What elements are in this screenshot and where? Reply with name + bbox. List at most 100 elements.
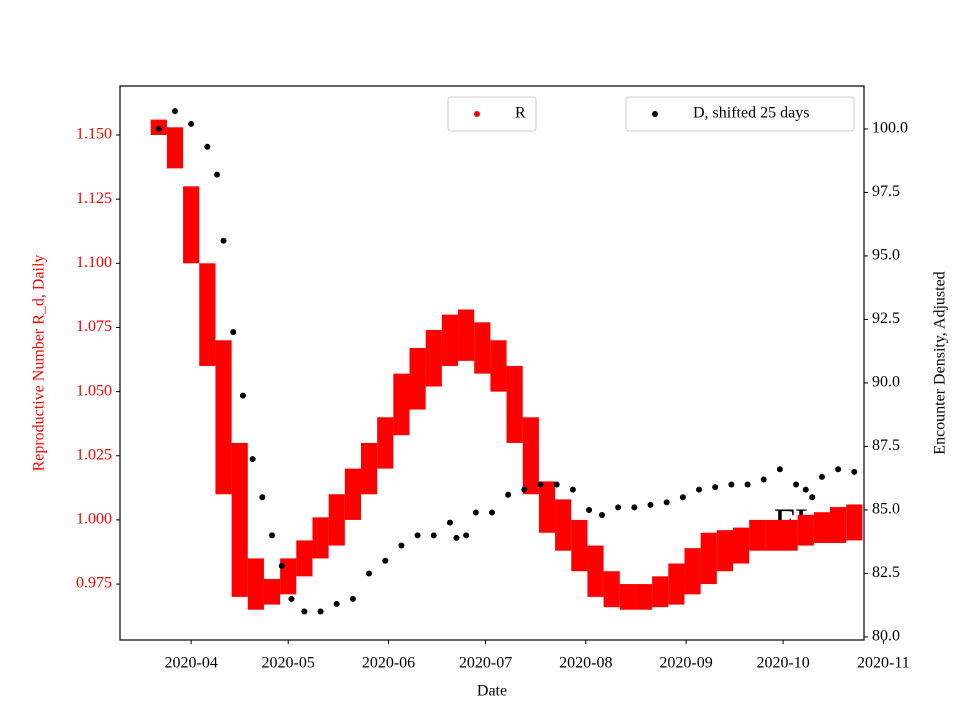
error-bar [538,481,556,533]
data-point [818,473,825,480]
x-tick-label: 2020-04 [165,655,218,672]
error-bar [797,514,814,546]
legend-box [625,96,855,132]
data-point [663,499,670,506]
data-point [204,143,211,150]
plot-frame [119,85,865,641]
legend-marker [652,111,658,117]
data-point [463,532,470,539]
data-point [598,512,605,519]
error-bar [716,530,733,572]
y2-tick-label: 100.0 [872,120,908,137]
error-bar [458,309,475,361]
data-point [553,481,560,488]
error-bar [749,519,766,551]
data-point [288,595,295,602]
error-bar [522,417,539,495]
error-bar [393,373,410,436]
data-point [505,491,512,498]
data-point [631,504,638,511]
legend-label: D, shifted 25 days [693,105,809,122]
x-tick-label: 2020-08 [559,655,612,672]
data-point [521,486,528,493]
y2-tick-label: 87.5 [872,437,900,454]
error-bar [684,548,701,595]
y-tick-label: 1.025 [76,446,112,463]
data-point [809,494,816,501]
data-point [349,595,356,602]
y-tick-label: 1.125 [76,190,112,207]
data-point [239,392,246,399]
y2-tick-label: 80.0 [872,628,900,645]
error-bar [603,571,620,608]
data-point [301,608,308,615]
x-tick-label: 2020-10 [756,655,809,672]
error-bar [700,532,717,585]
data-point [472,509,479,516]
x-tick-label: 2020-05 [262,655,315,672]
error-bar [441,314,459,366]
error-bar [571,519,588,572]
y2-tick-label: 85.0 [872,501,900,518]
error-bar [409,347,426,410]
y-tick-label: 1.075 [76,318,112,335]
legend-label: R [515,105,526,122]
error-bar [247,558,264,610]
data-point [728,481,735,488]
data-point [696,486,703,493]
data-point [537,481,544,488]
y-tick-label: 0.975 [76,575,112,592]
error-bar [199,263,216,366]
data-point [679,494,686,501]
data-point [615,504,622,511]
y-tick-label: 1.050 [76,382,112,399]
data-point [220,237,227,244]
error-bar [555,499,572,551]
data-point [586,506,593,513]
data-point [366,570,373,577]
data-point [188,120,195,127]
error-bar [215,340,232,495]
data-point [647,501,654,508]
x-tick-label: 2020-11 [857,655,910,672]
error-bar [813,512,831,544]
legend-box [447,96,537,132]
error-bar [652,576,669,608]
data-point [453,534,460,541]
data-point [851,468,858,475]
error-bar [328,494,345,546]
error-bar [668,563,685,605]
y-tick-label: 1.000 [76,511,112,528]
data-point [414,532,421,539]
data-point [269,532,276,539]
error-bar [344,468,361,520]
y2-axis-label: Encounter Density, Adjusted [932,271,949,454]
data-point [155,125,162,132]
error-bar [166,127,184,169]
y2-tick-label: 92.5 [872,310,900,327]
error-bar [231,442,248,597]
error-bar [425,330,442,387]
data-point [382,557,389,564]
error-bar [781,519,798,551]
data-point [835,466,842,473]
data-point [430,532,437,539]
data-point [214,171,221,178]
y2-tick-label: 82.5 [872,564,900,581]
data-point [398,542,405,549]
data-point [793,481,800,488]
error-bar [506,365,523,443]
y2-tick-label: 90.0 [872,374,900,391]
error-bar [830,507,847,544]
y-tick-label: 1.150 [76,126,112,143]
data-point [249,456,256,463]
data-point [760,476,767,483]
data-point [278,562,285,569]
data-point [230,329,237,336]
error-bar [296,540,313,577]
data-point [317,608,324,615]
data-point [776,466,783,473]
y-tick-label: 1.100 [76,254,112,271]
x-tick-label: 2020-07 [459,655,512,672]
